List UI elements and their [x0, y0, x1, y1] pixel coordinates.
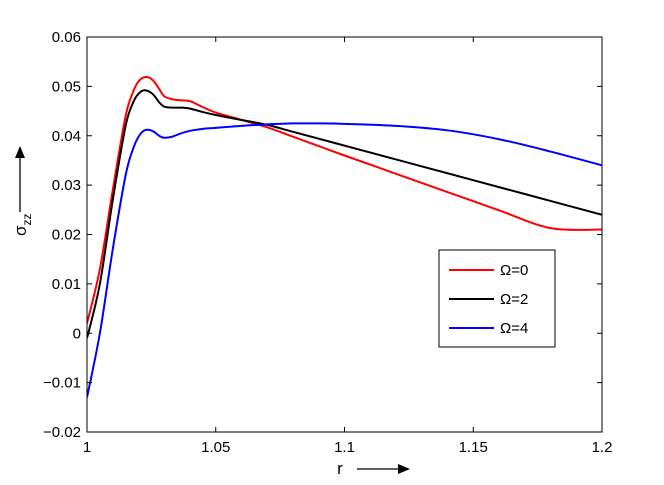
x-axis-arrow [357, 464, 410, 474]
y-tick-label: 0.01 [52, 276, 81, 293]
legend-label-2: Ω=4 [500, 320, 528, 337]
y-axis-label-main: σ [11, 225, 30, 236]
x-tick-label: 1 [83, 439, 91, 456]
y-tick-label: 0.06 [52, 29, 81, 46]
x-tick-label: 1.05 [201, 439, 230, 456]
y-tick-label: 0.03 [52, 177, 81, 194]
legend: Ω=0 Ω=2 Ω=4 [438, 249, 556, 348]
y-tick-label: 0 [73, 325, 81, 342]
y-axis-label-sub: zz [20, 214, 34, 226]
y-axis-label-group: σzz [11, 214, 34, 237]
x-tick-label: 1.2 [592, 439, 613, 456]
y-tick-label: −0.01 [43, 375, 81, 392]
y-tick-label: 0.04 [52, 128, 81, 145]
y-axis: −0.02 −0.01 0 0.01 0.02 0.03 0.04 0.05 0.06 [43, 29, 602, 441]
series-line-0 [87, 75, 602, 324]
y-tick-label: 0.02 [52, 227, 81, 244]
series-line-1 [87, 89, 602, 339]
legend-label-0: Ω=0 [500, 262, 528, 279]
x-axis-label: r [337, 459, 343, 478]
x-tick-label: 1.1 [334, 439, 355, 456]
y-tick-label: −0.02 [43, 424, 81, 441]
legend-label-1: Ω=2 [500, 291, 528, 308]
curves-layer [87, 75, 602, 398]
x-tick-label: 1.15 [459, 439, 488, 456]
series-line-2 [87, 122, 602, 398]
x-axis: 1 1.05 1.1 1.15 1.2 [83, 37, 613, 456]
y-tick-label: 0.05 [52, 78, 81, 95]
y-axis-label: σzz [11, 214, 34, 237]
y-axis-arrow [15, 146, 25, 212]
